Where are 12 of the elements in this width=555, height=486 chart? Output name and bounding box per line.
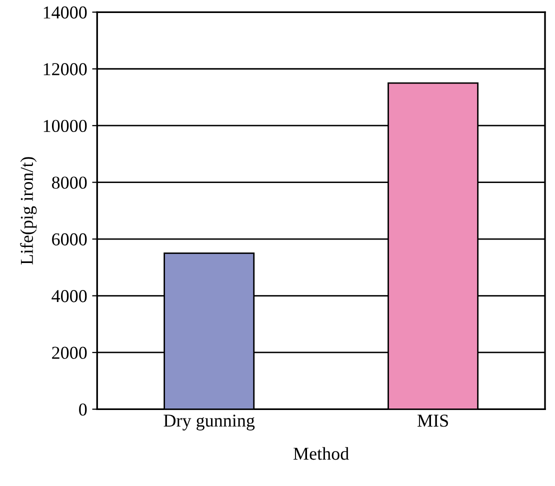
- x-axis-title: Method: [294, 447, 349, 460]
- y-tick-label: 0: [79, 403, 87, 416]
- y-tick-label: 12000: [44, 63, 87, 76]
- y-tick-label: 14000: [44, 6, 87, 19]
- x-tick-label: Dry gunning: [164, 414, 255, 430]
- y-axis-title: Life(pig iron/t): [20, 157, 37, 265]
- y-tick-label: 10000: [44, 120, 87, 132]
- y-tick-label: 8000: [52, 176, 87, 189]
- y-tick-label: 2000: [52, 346, 87, 359]
- y-tick-label: 4000: [52, 290, 87, 302]
- y-tick-label: 6000: [52, 233, 87, 246]
- x-tick-label: MIS: [418, 414, 448, 427]
